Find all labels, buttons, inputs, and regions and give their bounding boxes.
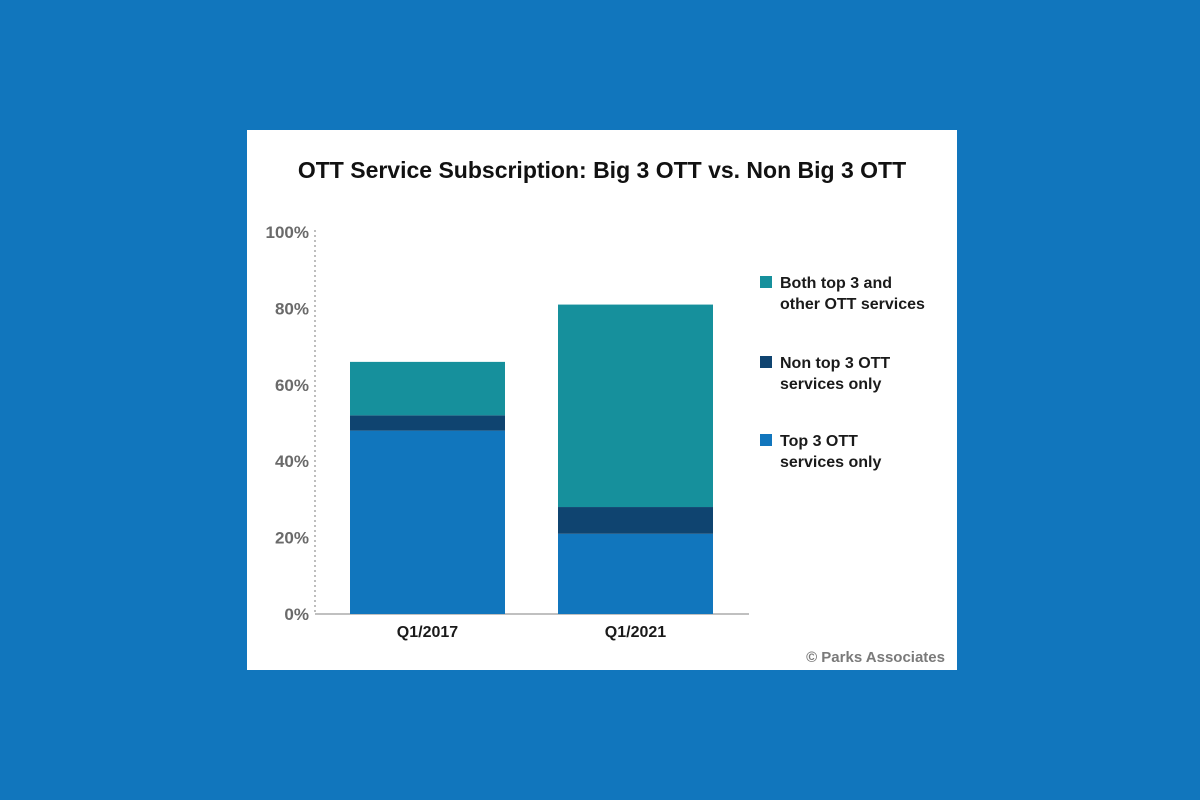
y-tick-label: 100%	[266, 223, 309, 242]
legend-swatch	[760, 356, 772, 368]
y-tick-label: 40%	[275, 452, 309, 471]
chart-svg: OTT Service Subscription: Big 3 OTT vs. …	[266, 157, 945, 666]
credit-text: © Parks Associates	[806, 649, 945, 666]
legend-label: Both top 3 and	[780, 275, 892, 292]
bar-segment	[350, 361, 505, 416]
bar-segment	[350, 430, 505, 614]
x-axis-labels: Q1/2017 Q1/2021	[397, 624, 666, 641]
bar-segment	[558, 533, 713, 614]
y-tick-label: 60%	[275, 376, 309, 395]
chart-card: OTT Service Subscription: Big 3 OTT vs. …	[247, 130, 957, 670]
y-tick-label: 80%	[275, 299, 309, 318]
bar-segment	[558, 507, 713, 534]
legend-label: Non top 3 OTT	[780, 355, 890, 372]
y-tick-label: 0%	[284, 605, 309, 624]
bar-segment	[350, 415, 505, 431]
legend-label: services only	[780, 454, 882, 471]
x-tick-label: Q1/2017	[397, 624, 458, 641]
bar-segment	[558, 304, 713, 508]
legend-swatch	[760, 434, 772, 446]
y-tick-label: 20%	[275, 529, 309, 548]
legend-label: other OTT services	[780, 296, 925, 313]
legend-swatch	[760, 276, 772, 288]
legend-label: Top 3 OTT	[780, 433, 858, 450]
legend-label: services only	[780, 376, 882, 393]
chart-title: OTT Service Subscription: Big 3 OTT vs. …	[298, 157, 906, 183]
x-tick-label: Q1/2021	[605, 624, 666, 641]
legend: Both top 3 and other OTT services Non top …	[760, 275, 925, 471]
bars-group	[350, 304, 713, 614]
